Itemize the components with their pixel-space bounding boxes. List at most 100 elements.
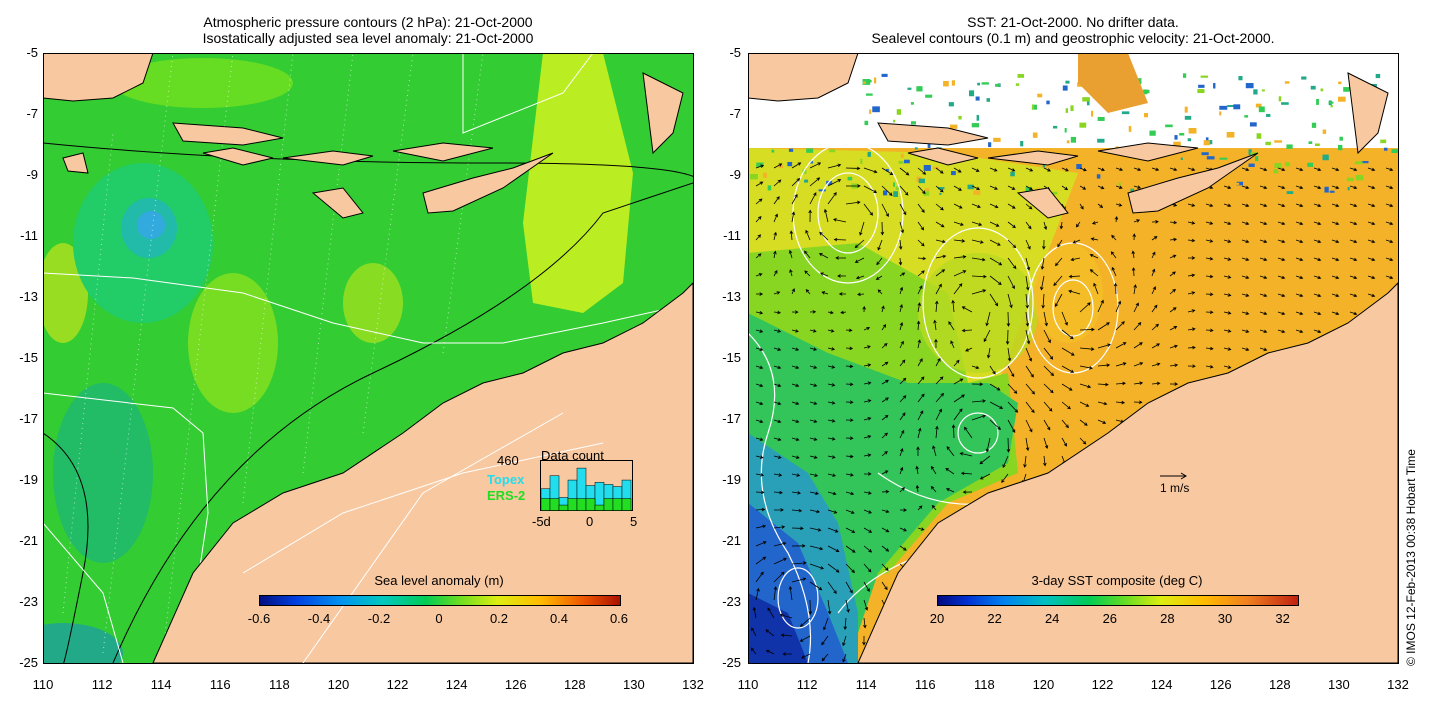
- data-count-xlabel-2: 5: [630, 514, 638, 529]
- velocity-arrow: [1079, 185, 1087, 190]
- sst-speckle-pixel: [1184, 106, 1188, 113]
- velocity-arrow: [1295, 293, 1304, 298]
- sst-speckle-pixel: [1206, 156, 1215, 160]
- velocity-arrow: [917, 527, 925, 531]
- velocity-arrow: [1187, 238, 1196, 243]
- velocity-arrow: [916, 446, 920, 457]
- velocity-arrow: [809, 347, 818, 351]
- velocity-arrow: [1205, 346, 1214, 351]
- velocity-arrow: [791, 508, 803, 513]
- velocity-arrow: [773, 179, 782, 187]
- velocity-arrow: [791, 383, 800, 388]
- sst-map[interactable]: [748, 53, 1398, 663]
- velocity-arrow: [827, 365, 836, 369]
- left-y-tick-label: -17: [19, 411, 38, 426]
- sst-speckle-pixel: [973, 190, 981, 195]
- left-x-tick-label: 122: [386, 677, 409, 692]
- sst-speckle-pixel: [1236, 181, 1244, 186]
- velocity-arrow: [971, 203, 981, 209]
- velocity-arrow: [833, 218, 847, 223]
- velocity-arrow: [789, 230, 794, 241]
- velocity-arrow: [827, 401, 836, 405]
- velocity-arrow: [1295, 329, 1304, 334]
- sst-warm-core: [1033, 243, 1103, 343]
- velocity-arrow: [985, 311, 991, 327]
- velocity-arrow: [934, 300, 939, 313]
- sst-speckle-pixel: [1253, 89, 1258, 95]
- velocity-arrow: [1151, 304, 1158, 313]
- velocity-arrow: [1259, 347, 1268, 352]
- right-y-tick-label: -11: [723, 228, 741, 243]
- sea-level-anomaly-map[interactable]: [43, 53, 693, 663]
- sst-speckle-pixel: [1020, 140, 1024, 147]
- sla-light-patch-4: [113, 58, 293, 108]
- velocity-arrow: [1349, 203, 1358, 208]
- velocity-arrow: [1115, 381, 1126, 386]
- velocity-arrow: [935, 185, 944, 193]
- velocity-arrow: [755, 473, 765, 477]
- velocity-arrow: [1151, 268, 1156, 277]
- sst-speckle-pixel: [1244, 115, 1249, 118]
- velocity-arrow: [1054, 293, 1063, 308]
- sst-colorbar-tick-label: 26: [1102, 611, 1118, 626]
- velocity-arrow: [989, 383, 1001, 391]
- velocity-arrow: [1331, 185, 1340, 190]
- velocity-arrow: [765, 629, 775, 637]
- velocity-arrow: [843, 617, 848, 631]
- velocity-arrow: [791, 347, 800, 351]
- velocity-arrow: [881, 563, 889, 572]
- velocity-arrow: [755, 507, 766, 512]
- velocity-arrow: [863, 203, 874, 216]
- velocity-arrow: [1151, 236, 1158, 241]
- sst-speckle-pixel: [1046, 100, 1050, 105]
- velocity-arrow: [842, 635, 847, 647]
- velocity-arrow: [789, 269, 793, 277]
- velocity-arrow: [854, 257, 865, 263]
- velocity-arrow: [1061, 167, 1069, 172]
- velocity-arrow: [1115, 321, 1125, 331]
- velocity-arrow: [863, 491, 872, 495]
- sst-speckle-pixel: [1266, 113, 1271, 117]
- velocity-arrow: [837, 274, 847, 278]
- left-y-tick-label: -11: [20, 228, 38, 243]
- velocity-arrow: [953, 239, 966, 243]
- velocity-arrow: [948, 321, 955, 331]
- sst-speckle-pixel: [1180, 157, 1183, 161]
- velocity-arrow: [773, 213, 778, 223]
- sst-colorbar-tick-label: 28: [1160, 611, 1175, 626]
- velocity-arrow: [1061, 311, 1068, 326]
- velocity-arrow: [1043, 167, 1051, 172]
- velocity-arrow: [917, 203, 925, 213]
- velocity-arrow: [1223, 311, 1232, 315]
- velocity-arrow: [1097, 401, 1108, 406]
- velocity-arrow: [827, 347, 836, 351]
- velocity-arrow: [827, 509, 838, 514]
- sst-speckle-pixel: [923, 164, 931, 171]
- right-x-tick-label: 128: [1268, 677, 1291, 692]
- velocity-arrow: [827, 491, 837, 496]
- sst-speckle-pixel: [1238, 75, 1243, 81]
- velocity-arrow: [752, 606, 757, 619]
- velocity-arrow: [1331, 275, 1340, 280]
- sst-darkblue: [748, 593, 808, 663]
- sst-speckle-pixel: [1198, 84, 1205, 88]
- sst-speckle-pixel: [1142, 89, 1150, 94]
- velocity-arrow: [845, 581, 853, 594]
- sst-speckle-pixel: [868, 79, 872, 83]
- velocity-arrow: [773, 525, 786, 529]
- velocity-arrow: [953, 221, 964, 226]
- velocity-arrow: [1131, 267, 1136, 277]
- velocity-arrow: [779, 613, 793, 619]
- sst-speckle-pixel: [1284, 162, 1291, 167]
- velocity-arrow: [818, 253, 829, 259]
- sst-speckle-pixel: [898, 160, 904, 164]
- velocity-arrow: [1313, 275, 1322, 280]
- velocity-arrow: [1277, 221, 1286, 226]
- velocity-arrow: [1043, 419, 1051, 431]
- sla-colorbar-tick-label: -0.2: [367, 611, 391, 626]
- velocity-arrow: [1025, 239, 1031, 250]
- sst-speckle-pixel: [1070, 136, 1076, 143]
- velocity-arrow: [1043, 383, 1054, 394]
- velocity-arrow: [791, 365, 800, 370]
- sst-velocity-arrows: [750, 162, 1394, 663]
